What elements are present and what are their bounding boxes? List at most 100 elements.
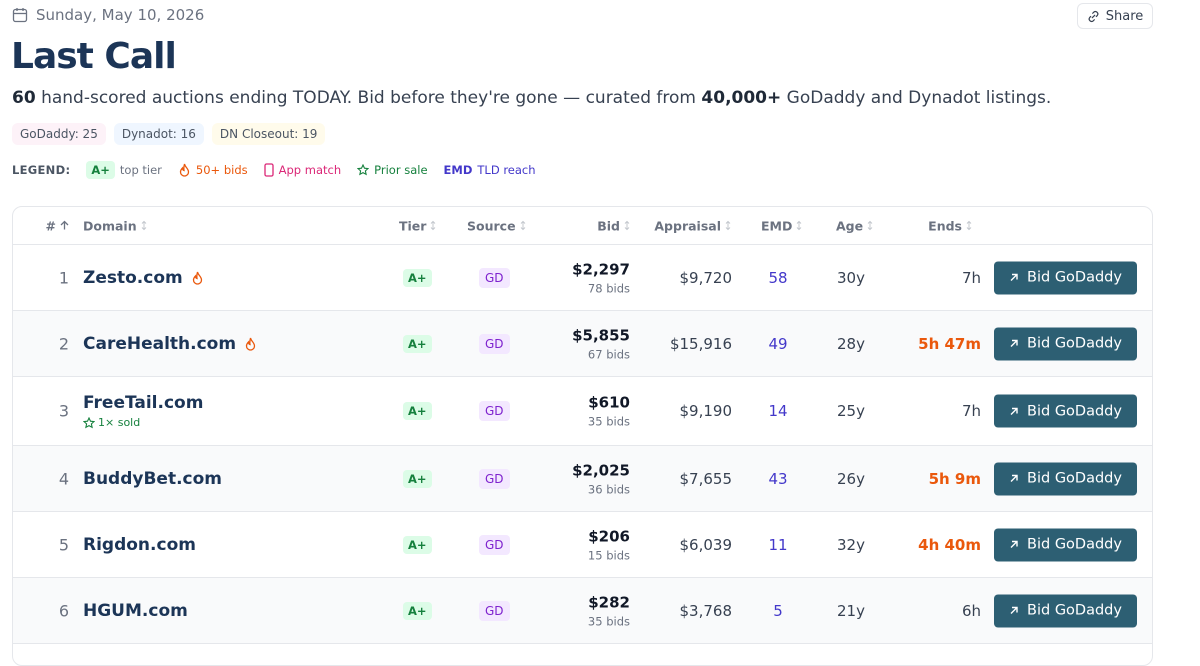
source-badge: GD: [479, 468, 510, 489]
domain-link[interactable]: Rigdon.com: [83, 534, 196, 555]
bid-button[interactable]: Bid GoDaddy: [994, 261, 1137, 294]
legend-item: 50+ bids: [178, 163, 248, 177]
bid-button[interactable]: Bid GoDaddy: [994, 327, 1137, 360]
bid-cell: $2,297 78 bids: [572, 260, 630, 295]
rank: 6: [58, 601, 69, 620]
column-label: #: [45, 218, 56, 233]
sort-icon: [966, 220, 972, 231]
external-arrow-icon-svg: [1010, 606, 1018, 614]
column-header[interactable]: Domain: [83, 218, 147, 233]
domain-cell: CareHealth.com: [83, 334, 257, 354]
column-header[interactable]: Bid: [597, 218, 630, 233]
source-pill: GoDaddy: 25: [12, 123, 106, 145]
bid-amount: $206: [588, 527, 630, 545]
fire-icon: [178, 163, 191, 177]
table-row: 2 CareHealth.com A+ GD $5,855 67 bids $15,916 4…: [13, 311, 1152, 377]
page-body: Sunday, May 10, 2026 Share Last Call 60 …: [11, 3, 1153, 666]
column-header[interactable]: #: [46, 218, 69, 233]
domain-cell: Rigdon.com: [83, 535, 196, 555]
age: 25y: [837, 402, 865, 420]
domain-link[interactable]: BuddyBet.com: [83, 468, 223, 489]
emd: 11: [768, 535, 788, 554]
ends: 4h 40m: [918, 535, 981, 554]
bid-cell: $282 35 bids: [588, 593, 630, 628]
age: 21y: [837, 601, 865, 620]
rank: 3: [58, 401, 69, 421]
emd: 49: [768, 334, 788, 353]
bid-button-label: Bid GoDaddy: [1027, 470, 1122, 487]
bid-cell: $610 35 bids: [588, 394, 630, 429]
legend-text: TLD reach: [477, 163, 536, 177]
tier-badge: A+: [403, 268, 432, 287]
domain-line: Rigdon.com: [83, 535, 196, 555]
domain-link[interactable]: HGUM.com: [83, 600, 188, 621]
age: 26y: [837, 469, 865, 488]
bid-button[interactable]: Bid GoDaddy: [994, 528, 1137, 561]
column-label: Appraisal: [654, 218, 721, 233]
bid-amount: $2,025: [572, 461, 630, 479]
bid-button-label: Bid GoDaddy: [1027, 403, 1122, 419]
legend-text: App match: [278, 163, 342, 177]
bid-button[interactable]: Bid GoDaddy: [994, 394, 1137, 428]
legend-badge: EMD: [443, 163, 473, 177]
tier-badge: A+: [403, 535, 432, 554]
source-badge: GD: [479, 401, 510, 421]
fire-icon-svg: [245, 337, 256, 351]
sort-icon: [796, 220, 802, 231]
legend-label: LEGEND:: [12, 163, 71, 177]
star-icon: [357, 164, 370, 176]
domain-line: HGUM.com: [83, 601, 188, 621]
sort-icon: [867, 220, 873, 231]
rank: 5: [58, 535, 69, 554]
subtitle-text: GoDaddy and Dynadot listings.: [786, 88, 1052, 108]
sort-icon-svg: [725, 220, 731, 231]
bid-count: 35 bids: [587, 414, 630, 429]
fire-icon-svg: [179, 163, 190, 177]
bid-count: 67 bids: [587, 347, 630, 361]
tier-badge: A+: [403, 469, 432, 488]
column-label: Bid: [597, 218, 620, 233]
external-arrow-icon: [1009, 339, 1019, 349]
tier-badge: A+: [403, 402, 432, 420]
column-label: Domain: [83, 218, 137, 233]
star-icon-svg: [357, 164, 370, 176]
legend-item: Prior sale: [357, 163, 428, 177]
domain-link[interactable]: CareHealth.com: [83, 333, 237, 354]
bid-amount: $2,297: [572, 260, 630, 278]
external-arrow-icon-svg: [1010, 407, 1018, 415]
page-title: Last Call: [11, 36, 177, 77]
bid-button[interactable]: Bid GoDaddy: [994, 462, 1137, 495]
column-header[interactable]: Appraisal: [654, 218, 731, 233]
domain-line: CareHealth.com: [83, 334, 257, 354]
column-label: EMD: [761, 218, 793, 233]
domain-link[interactable]: FreeTail.com: [83, 393, 204, 413]
column-header[interactable]: Age: [836, 218, 873, 233]
share-label: Share: [1105, 8, 1144, 24]
external-arrow-icon-svg: [1010, 339, 1018, 347]
column-header[interactable]: Source: [467, 218, 526, 233]
fire-icon: [244, 337, 257, 351]
subtitle: 60 hand-scored auctions ending TODAY. Bi…: [12, 88, 1051, 108]
column-header[interactable]: Ends: [928, 218, 972, 233]
column-label: Age: [836, 218, 864, 233]
legend-badge: A+: [86, 161, 115, 179]
sort-icon-svg: [141, 220, 146, 231]
bid-amount: $610: [588, 393, 630, 412]
sort-icon: [624, 220, 630, 231]
ends: 7h: [961, 402, 981, 420]
source-badge: GD: [479, 267, 510, 288]
column-header[interactable]: EMD: [761, 218, 802, 233]
legend-item: A+ top tier: [86, 161, 162, 179]
sort-icon-svg: [431, 220, 436, 231]
domain-cell: Zesto.com: [83, 268, 204, 288]
legend-text: Prior sale: [374, 163, 428, 177]
external-arrow-icon-svg: [1010, 474, 1018, 482]
share-button[interactable]: Share: [1077, 3, 1153, 29]
ends: 5h 47m: [918, 334, 981, 353]
domain-cell: FreeTail.com 1× sold: [83, 393, 203, 429]
column-header[interactable]: Tier: [399, 218, 436, 233]
source-badge: GD: [479, 534, 510, 555]
bid-button[interactable]: Bid GoDaddy: [994, 594, 1137, 627]
domain-link[interactable]: Zesto.com: [83, 267, 183, 288]
bid-amount: $5,855: [572, 326, 630, 344]
